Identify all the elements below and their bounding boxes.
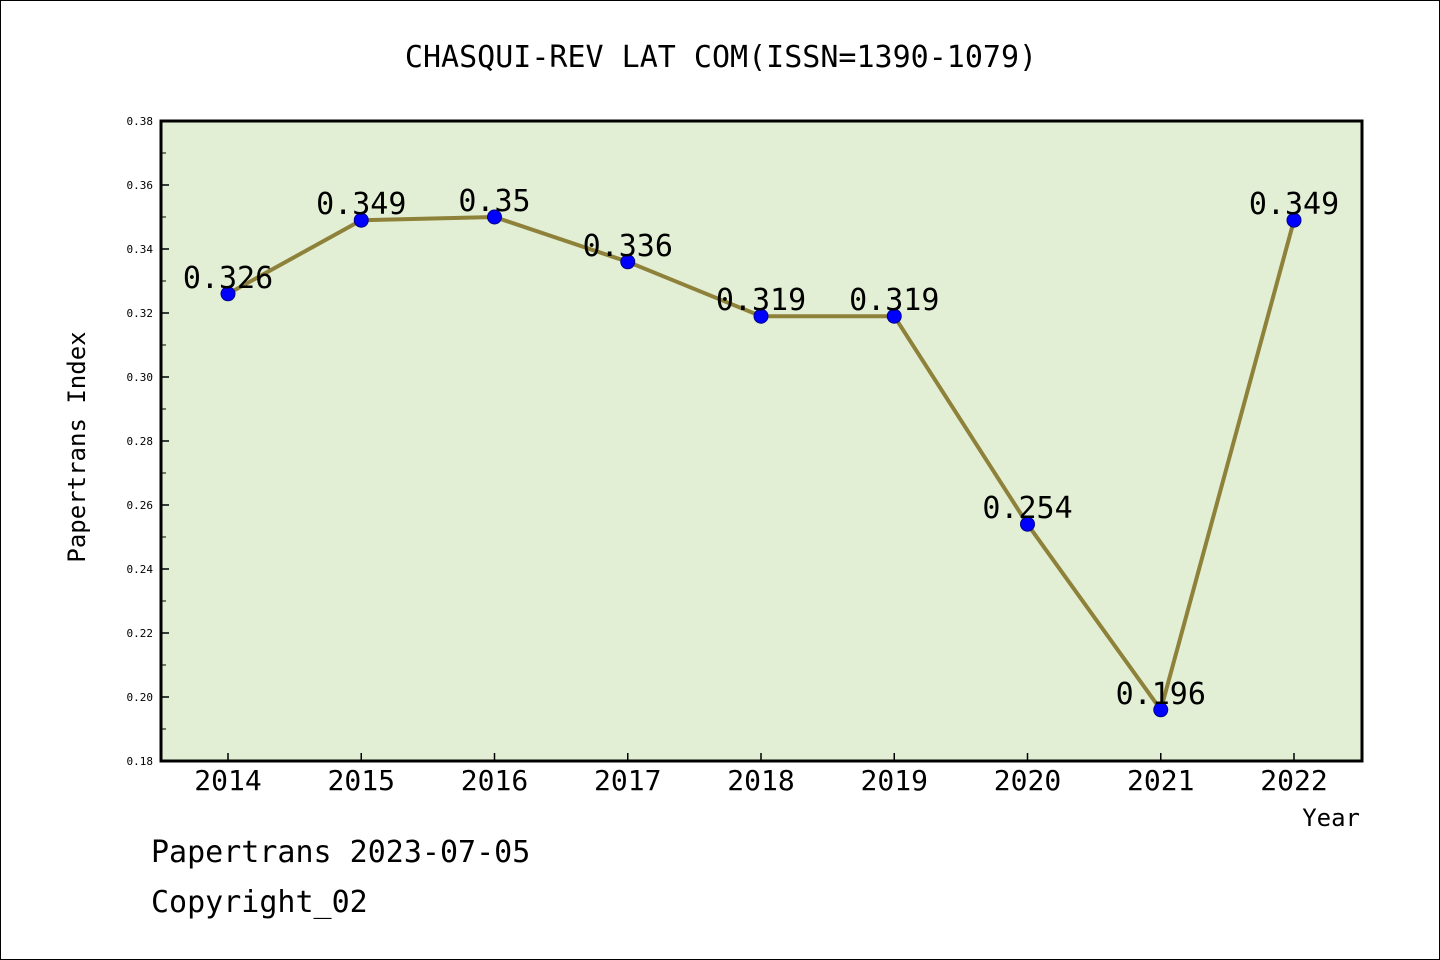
chart-title: CHASQUI-REV LAT COM(ISSN=1390-1079)	[405, 40, 1037, 75]
x-tick-label: 2020	[994, 764, 1061, 797]
plot-border	[159, 119, 1364, 763]
y-tick-label: 0.34	[127, 243, 154, 256]
y-axis-label: Papertrans Index	[63, 331, 91, 562]
x-axis: 2014 2015 2016 2017 2018 2019 2020 2021 2022	[194, 753, 1328, 797]
data-points	[220, 209, 1302, 718]
data-label: 0.35	[458, 184, 530, 219]
data-label: 0.254	[982, 491, 1072, 526]
footer-date: Papertrans 2023-07-05	[151, 835, 531, 870]
data-point	[1153, 702, 1169, 718]
data-label: 0.326	[183, 261, 273, 296]
y-tick-label: 0.36	[127, 179, 154, 192]
x-axis-label: Year	[1302, 804, 1360, 832]
x-tick-label: 2015	[328, 764, 395, 797]
footer-copyright: Copyright_02	[151, 885, 368, 920]
data-label: 0.319	[849, 283, 939, 318]
x-tick-label: 2019	[861, 764, 928, 797]
y-tick-label: 0.28	[127, 435, 154, 448]
x-tick-label: 2022	[1260, 764, 1327, 797]
y-tick-label: 0.26	[127, 499, 154, 512]
y-tick-label: 0.24	[127, 563, 154, 576]
x-tick-label: 2014	[194, 764, 261, 797]
y-tick-label: 0.22	[127, 627, 154, 640]
data-point	[753, 308, 769, 324]
data-label: 0.336	[583, 229, 673, 264]
data-point	[353, 212, 369, 228]
data-point	[1020, 516, 1035, 532]
x-tick-label: 2016	[461, 764, 528, 797]
data-label: 0.196	[1116, 677, 1206, 712]
x-tick-label: 2021	[1127, 764, 1194, 797]
y-tick-label: 0.38	[127, 115, 154, 128]
data-label: 0.349	[316, 187, 406, 222]
data-point	[487, 209, 502, 225]
data-point	[1286, 212, 1302, 228]
y-tick-label: 0.20	[127, 691, 154, 704]
x-tick-label: 2017	[594, 764, 661, 797]
data-point	[886, 308, 902, 324]
y-tick-label: 0.18	[127, 755, 154, 768]
data-labels: 0.326 0.349 0.35 0.336 0.319 0.319 0.254 0.196 0…	[183, 184, 1339, 712]
data-point	[620, 254, 636, 270]
x-tick-label: 2018	[727, 764, 794, 797]
data-label: 0.319	[716, 283, 806, 318]
y-axis: 0.18 0.20 0.22 0.24 0.26 0.28 0.30 0.32 0.34 0.36…	[127, 115, 169, 768]
y-tick-label: 0.32	[127, 307, 154, 320]
data-point	[220, 286, 236, 302]
y-tick-label: 0.30	[127, 371, 154, 384]
data-label: 0.349	[1249, 187, 1339, 222]
